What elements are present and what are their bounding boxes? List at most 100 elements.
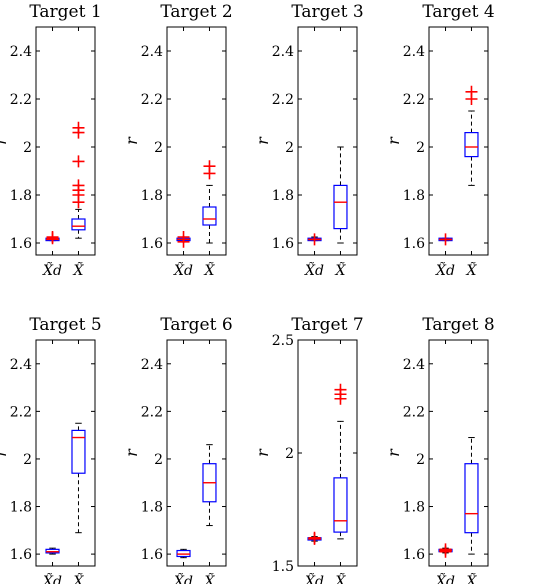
y-tick-label: 1.8 (10, 188, 32, 204)
subplot-title: Target 2 (160, 2, 232, 22)
y-tick-label: 1.6 (10, 236, 32, 252)
x-tick-label: X̃d (304, 261, 324, 279)
y-axis-label: r (0, 136, 10, 145)
box-x (71, 422, 86, 534)
outlier-marker (46, 231, 59, 243)
y-tick-label: 1.8 (141, 188, 163, 204)
axes-frame (297, 339, 358, 567)
box-x (464, 85, 479, 186)
y-tick-label: 1.6 (141, 236, 163, 252)
y-tick-label: 1.8 (10, 500, 32, 516)
outlier-marker (72, 121, 85, 134)
y-tick-label: 1.8 (272, 188, 294, 204)
y-axis-label: r (122, 136, 141, 145)
x-tick-label: X̃d (435, 572, 455, 584)
y-tick-label: 1.6 (403, 236, 425, 252)
iqr-box (464, 463, 479, 534)
iqr-box (333, 477, 348, 533)
x-tick-label: X̃ (465, 261, 477, 279)
outlier-marker (203, 160, 216, 173)
y-tick-label: 1.6 (272, 236, 294, 252)
y-tick-label: 2.4 (10, 357, 32, 373)
outlier-marker (72, 179, 85, 192)
x-tick-label: X̃d (173, 261, 193, 279)
y-axis-label: r (122, 448, 141, 457)
y-axis-label: r (0, 448, 10, 457)
y-tick-label: 2.2 (403, 404, 425, 420)
y-tick-label: 2.4 (403, 357, 425, 373)
y-tick-label: 2.4 (403, 44, 425, 60)
y-tick-label: 2 (154, 140, 163, 156)
y-tick-label: 2 (23, 140, 32, 156)
y-tick-label: 1.6 (141, 547, 163, 563)
box-x (202, 160, 217, 244)
y-tick-label: 2.2 (403, 92, 425, 108)
outlier-marker (439, 233, 452, 246)
y-tick-label: 2.2 (141, 92, 163, 108)
subplot-6: Target 6 r 1.6 1.8 2 2.2 2.4 X̃d X̃ (122, 315, 233, 584)
y-tick-label: 2 (285, 446, 294, 462)
box-xd (307, 233, 322, 246)
y-tick-label: 1.6 (403, 547, 425, 563)
axes-frame (166, 26, 227, 256)
x-tick-label: X̃ (203, 572, 215, 584)
y-tick-label: 2 (23, 452, 32, 468)
box-xd (176, 548, 191, 559)
box-x (333, 146, 348, 244)
x-tick-label: X̃d (304, 572, 324, 584)
outlier-marker (439, 543, 452, 556)
y-axis-label: r (384, 448, 403, 457)
y-tick-label: 2 (285, 140, 294, 156)
y-tick-label: 2.4 (10, 44, 32, 60)
x-tick-label: X̃d (435, 261, 455, 279)
subplot-title: Target 3 (291, 2, 363, 22)
box-xd (176, 231, 191, 248)
y-tick-label: 1.8 (141, 500, 163, 516)
x-tick-label: X̃ (72, 261, 84, 279)
axes-frame (297, 26, 358, 256)
subplot-3: Target 3 r 1.6 1.8 2 2.2 2.4 X̃d X̃ (253, 2, 364, 279)
y-tick-label: 2 (416, 452, 425, 468)
axes-frame (166, 339, 227, 567)
axes-frame (428, 26, 489, 256)
x-tick-label: X̃ (465, 572, 477, 584)
iqr-box (464, 132, 479, 158)
box-xd (438, 233, 453, 246)
subplot-title: Target 8 (422, 315, 494, 335)
box-x (464, 437, 479, 555)
subplot-title: Target 7 (291, 315, 363, 335)
x-tick-label: X̃ (334, 572, 346, 584)
outlier-marker (72, 155, 85, 168)
x-tick-label: X̃ (334, 261, 346, 279)
y-tick-label: 2.2 (10, 404, 32, 420)
y-tick-label: 2.4 (141, 357, 163, 373)
y-tick-label: 2.2 (141, 404, 163, 420)
y-tick-label: 2.2 (272, 92, 294, 108)
subplot-title: Target 1 (29, 2, 101, 22)
y-axis-label: r (384, 136, 403, 145)
subplot-title: Target 4 (422, 2, 494, 22)
axes-frame (35, 26, 96, 256)
subplot-title: Target 6 (160, 315, 232, 335)
x-tick-label: X̃d (42, 261, 62, 279)
box-xd (45, 231, 60, 245)
subplot-4: Target 4 r 1.6 1.8 2 2.2 2.4 X̃d X̃ (384, 2, 495, 279)
box-xd (307, 531, 322, 545)
y-tick-label: 2.2 (10, 92, 32, 108)
box-x (202, 444, 217, 527)
outlier-marker (465, 85, 478, 98)
y-axis-label: r (253, 448, 272, 457)
y-tick-label: 2.5 (272, 333, 294, 349)
axes-frame (428, 339, 489, 567)
y-tick-label: 2 (154, 452, 163, 468)
box-xd (438, 543, 453, 558)
box-xd (45, 547, 60, 555)
x-tick-label: X̃d (173, 572, 193, 584)
subplot-title: Target 5 (29, 315, 101, 335)
x-tick-label: X̃ (203, 261, 215, 279)
y-tick-label: 2.4 (272, 44, 294, 60)
y-tick-label: 2.4 (141, 44, 163, 60)
subplot-7: Target 7 r 1.5 2 2.5 X̃d X̃ (253, 315, 364, 584)
x-tick-label: X̃ (72, 572, 84, 584)
